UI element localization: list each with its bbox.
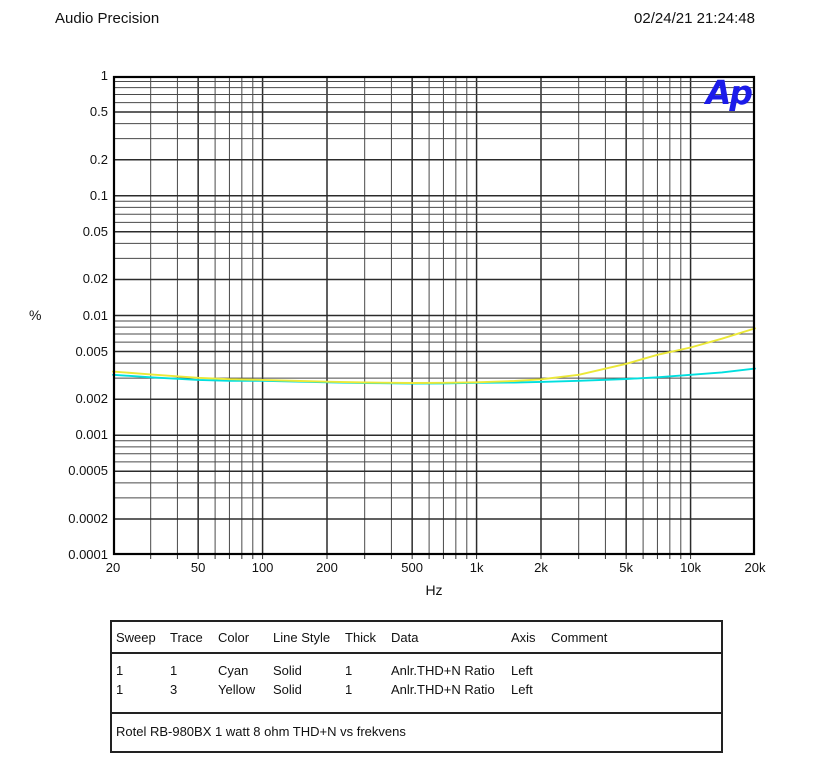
y-tick-label: 1 [100,68,108,83]
y-tick-label: 0.001 [75,427,108,443]
legend-column-header: Thick [345,629,377,645]
legend-column-header: Color [218,629,250,645]
y-tick-label: 0.002 [75,391,108,407]
y-tick-label: 0.2 [89,151,108,167]
table-cell: 1 [345,682,353,697]
app-title: Audio Precision [55,10,160,27]
legend-table-header: Sweep Trace Color Line Style Thick Data Axis Co… [112,622,721,654]
x-tick-label: 10k [680,560,702,575]
table-cell: Anlr.THD+N Ratio [391,663,495,678]
x-tick-label: 20k [744,560,766,575]
y-tick-label: 0.0005 [68,463,108,479]
plot-area [112,75,756,559]
x-tick-label: 50 [190,560,206,575]
table-cell: Yellow [218,682,256,697]
legend-column-header: Axis [511,629,536,645]
audio-precision-logo: Ap [705,73,753,112]
y-tick-label: 0.0002 [68,510,108,526]
y-tick-label: 0.0001 [68,547,108,562]
y-tick-label: 0.5 [89,104,108,120]
trace-cyan [112,367,756,385]
y-tick-label: 0.1 [89,187,108,203]
y-axis-unit-label: % [29,307,42,323]
legend-column-header: Trace [170,629,203,645]
trace-yellow [112,327,756,384]
x-tick-label: 1k [469,560,484,575]
trace-legend-table: Sweep Trace Color Line Style Thick Data Axis Co… [110,620,723,753]
table-cell: Solid [273,682,302,697]
thd-frequency-chart [112,75,756,559]
table-cell: 1 [345,663,353,678]
table-cell: 1 [170,663,178,678]
y-tick-label: 0.02 [82,271,108,287]
table-cell: 3 [170,682,178,697]
table-cell: Cyan [218,663,249,678]
table-cell [551,661,721,680]
x-tick-label: 2k [534,560,548,575]
x-tick-label: 200 [316,560,338,575]
y-tick-label: 0.005 [75,343,108,359]
legend-column-header: Sweep [116,629,156,645]
legend-column-header: Line Style [273,629,331,645]
legend-table-body: 1 1 Cyan Solid 1 Anlr.THD+N Ratio Left 1 3 Yellow… [112,654,721,714]
table-cell: Solid [273,663,302,678]
plot-frame [112,75,756,556]
table-cell: Anlr.THD+N Ratio [391,682,495,697]
legend-column-header: Comment [551,629,608,645]
y-tick-label: 0.01 [82,307,108,323]
table-cell: Left [511,682,533,697]
chart-caption-row: Rotel RB-980BX 1 watt 8 ohm THD+N vs fre… [112,714,721,749]
x-tick-label: 100 [251,560,274,575]
x-axis-unit-label: Hz [425,582,443,598]
table-cell: 1 [116,663,124,678]
chart-caption: Rotel RB-980BX 1 watt 8 ohm THD+N vs fre… [116,724,406,739]
table-row: 1 1 Cyan Solid 1 Anlr.THD+N Ratio Left [116,661,721,680]
legend-column-header: Data [391,629,419,645]
x-tick-label: 20 [105,560,121,575]
table-cell: Left [511,663,533,678]
y-tick-label: 0.05 [82,223,108,239]
report-timestamp: 02/24/21 21:24:48 [634,10,755,27]
x-tick-label: 500 [401,560,424,575]
table-cell: 1 [116,682,124,697]
table-row: 1 3 Yellow Solid 1 Anlr.THD+N Ratio Left [116,680,721,699]
table-cell [551,680,721,699]
x-tick-label: 5k [619,560,634,575]
